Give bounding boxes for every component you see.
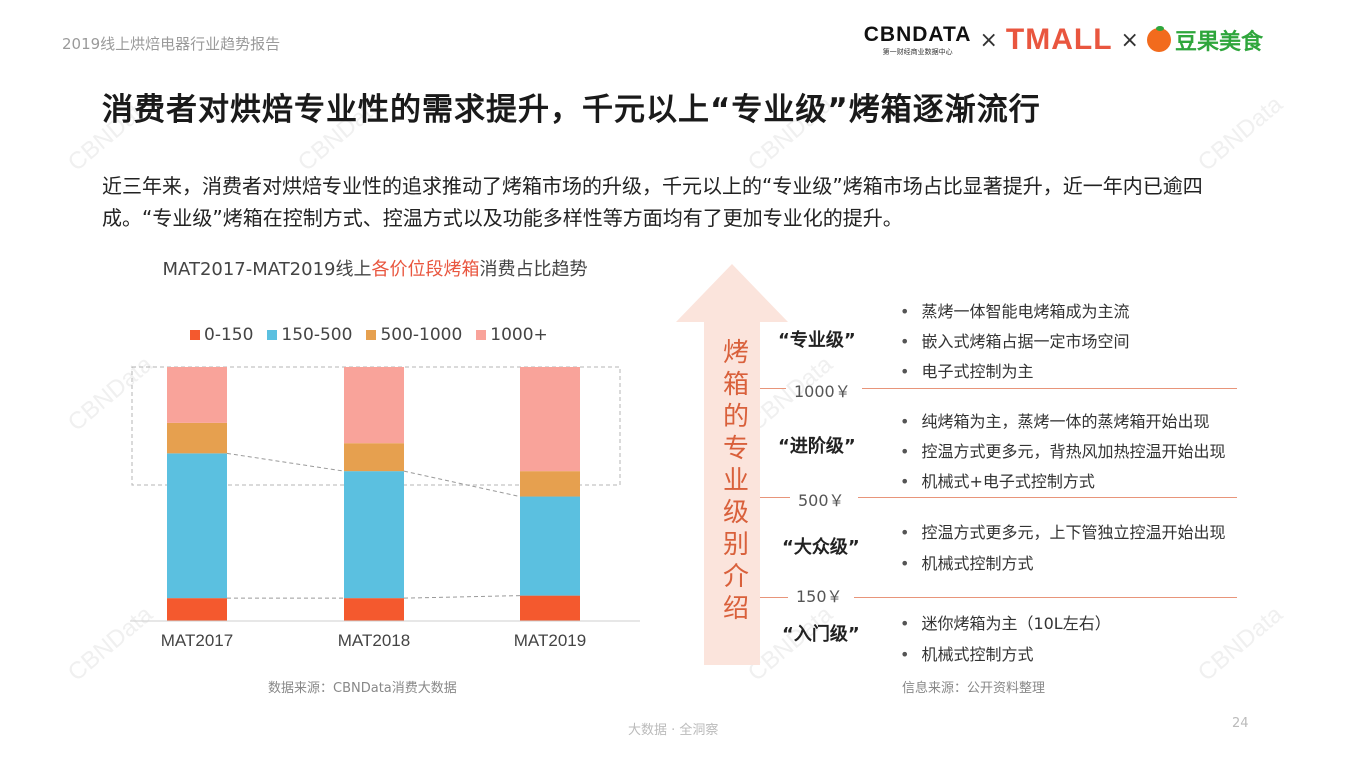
level-bullet: 电子式控制为主: [900, 358, 1033, 382]
price-divider-left: [760, 597, 788, 598]
watermark: CBNData: [1192, 90, 1288, 177]
legend-item: 500-1000: [366, 325, 462, 345]
legend-label: 500-1000: [380, 325, 463, 345]
price-divider-left: [760, 497, 790, 498]
chart-title-suffix: 消费占比趋势: [479, 259, 588, 280]
report-name: 2019线上烘焙电器行业趋势报告: [62, 35, 281, 53]
level-bullet: 控温方式更多元，背热风加热控温开始出现: [900, 438, 1225, 462]
legend-label: 1000+: [490, 325, 548, 345]
level-bullet: 机械式+电子式控制方式: [900, 468, 1094, 492]
trend-connector: [403, 595, 521, 599]
page-description: 近三年来，消费者对烘焙专业性的追求推动了烤箱市场的升级，千元以上的“专业级”烤箱…: [102, 174, 1203, 230]
chart-title: MAT2017-MAT2019线上各价位段烤箱消费占比趋势: [150, 256, 600, 284]
price-tick: 150￥: [796, 587, 843, 606]
stacked-bar-chart: MAT2017 MAT2018 MAT2019: [130, 366, 640, 650]
price-tick: 500￥: [798, 491, 845, 510]
info-source-note: 信息来源：公开资料整理: [902, 681, 1046, 696]
data-source-note: 数据来源：CBNData消费大数据: [268, 681, 457, 696]
legend-swatch: [267, 330, 278, 340]
douguo-logo: 豆果美食: [1146, 24, 1263, 56]
legend-swatch: [366, 330, 377, 340]
level-bullet: 蒸烤一体智能电烤箱成为主流: [900, 298, 1129, 322]
orange-icon: [1146, 26, 1171, 52]
level-bullet: 机械式控制方式: [900, 641, 1033, 665]
level-name-professional: “专业级”: [778, 330, 856, 351]
level-bullet: 嵌入式烤箱占据一定市场空间: [900, 328, 1129, 352]
partner-logos: CBNDATA 第一财经商业数据中心 × TMALL × 豆果美食: [864, 22, 1263, 58]
price-divider-left: [760, 388, 786, 389]
level-bullet: 机械式控制方式: [900, 550, 1033, 574]
bar-segment: [167, 422, 227, 454]
bar-segment: [167, 453, 227, 599]
x-tick-label: MAT2019: [514, 631, 586, 650]
legend-label: 0-150: [204, 325, 254, 345]
price-divider: [858, 497, 1237, 498]
page-number: 24: [1232, 716, 1249, 731]
logo-separator: ×: [1120, 27, 1139, 53]
trend-connector: [226, 452, 345, 472]
legend-item: 1000+: [476, 325, 548, 345]
bar-segment: [520, 595, 580, 621]
x-tick-label: MAT2018: [338, 631, 410, 650]
level-name-advanced: “进阶级”: [778, 436, 856, 457]
price-divider: [862, 388, 1237, 389]
cbndata-logo-text: CBNDATA: [863, 22, 972, 46]
footer-slogan: 大数据 · 全洞察: [628, 723, 719, 738]
cbndata-logo-subtext: 第一财经商业数据中心: [882, 47, 953, 56]
level-bullet: 纯烤箱为主，蒸烤一体的蒸烤箱开始出现: [900, 408, 1209, 432]
price-divider: [854, 597, 1237, 598]
bar-segment: [344, 367, 404, 444]
chart-title-prefix: MAT2017-MAT2019线上: [162, 259, 372, 280]
douguo-logo-text: 豆果美食: [1174, 30, 1263, 55]
bar-segment: [520, 367, 580, 472]
bar-segment: [344, 598, 404, 621]
arrow-label: 烤箱的专业级别介绍: [722, 338, 749, 624]
bar-segment: [167, 367, 227, 423]
chart-title-highlight: 各价位段烤箱: [371, 259, 480, 280]
level-bullet: 迷你烤箱为主（10L左右）: [900, 610, 1110, 634]
price-tick: 1000￥: [794, 382, 851, 401]
x-tick-label: MAT2017: [161, 631, 233, 650]
bar-segment: [520, 471, 580, 497]
level-bullet: 控温方式更多元，上下管独立控温开始出现: [900, 519, 1225, 543]
bar-segment: [344, 471, 404, 599]
legend-label: 150-500: [281, 325, 353, 345]
trend-connector: [403, 470, 521, 498]
professional-level-arrow: [676, 264, 788, 665]
bar-segment: [167, 598, 227, 621]
chart-legend: 0-150 150-500 500-1000 1000+: [190, 325, 548, 345]
page-title: 消费者对烘焙专业性的需求提升，千元以上“专业级”烤箱逐渐流行: [102, 92, 1041, 128]
tmall-logo: TMALL: [1005, 23, 1113, 56]
bar-segment: [344, 443, 404, 472]
cbndata-logo: CBNDATA 第一财经商业数据中心: [864, 24, 972, 57]
level-name-mass: “大众级”: [782, 537, 860, 558]
bar-segment: [520, 496, 580, 596]
legend-item: 150-500: [267, 325, 352, 345]
legend-swatch: [476, 330, 487, 340]
legend-swatch: [190, 330, 200, 340]
level-name-entry: “入门级”: [782, 624, 860, 645]
logo-separator: ×: [979, 27, 998, 53]
legend-item: 0-150: [190, 325, 253, 345]
watermark: CBNData: [1192, 600, 1288, 687]
